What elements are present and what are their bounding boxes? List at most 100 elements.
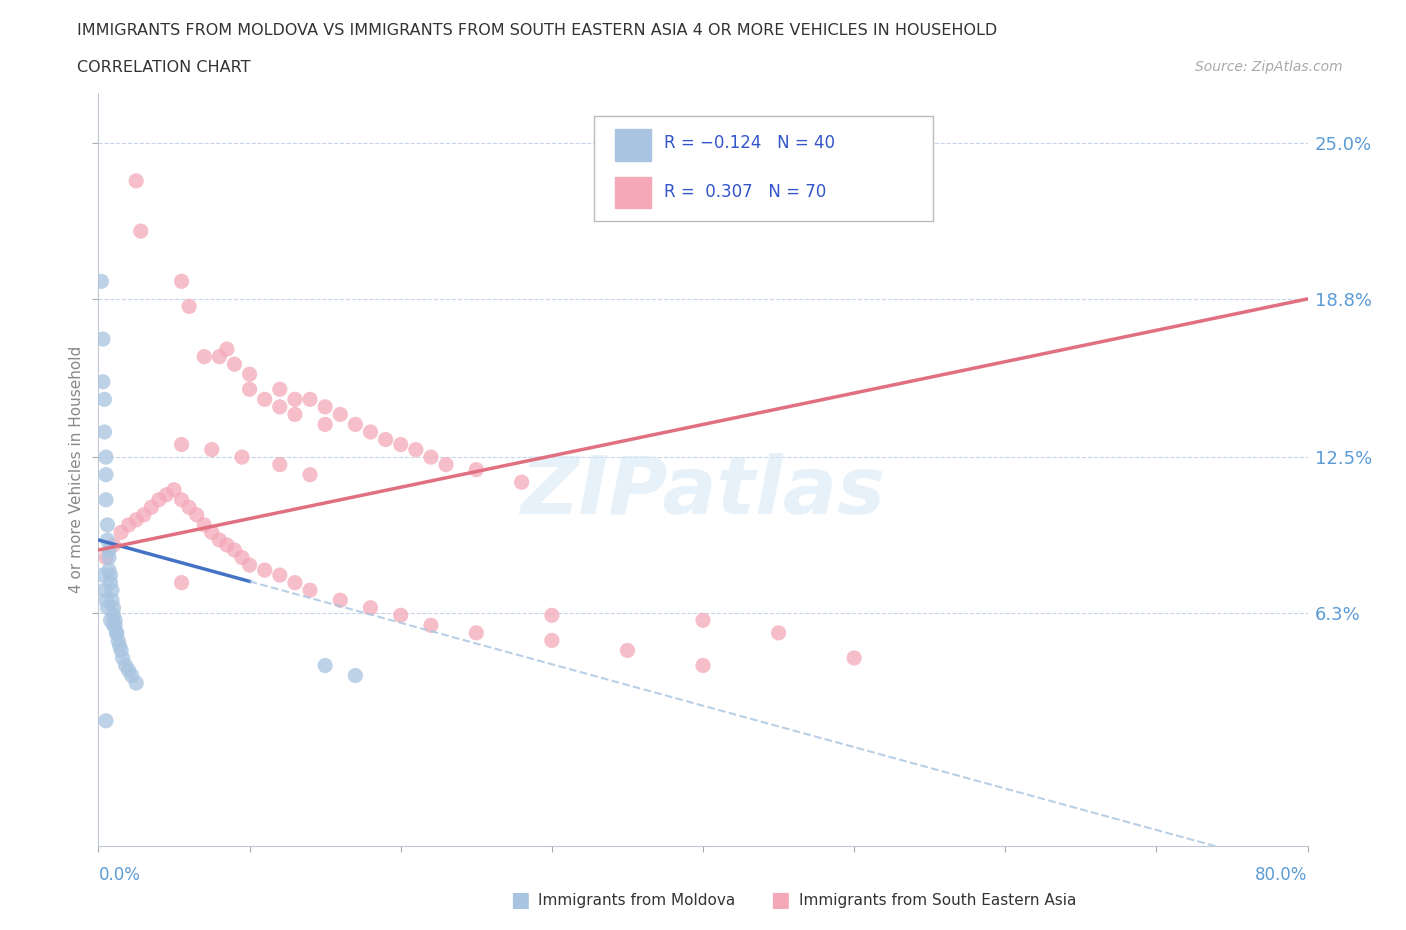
Point xyxy=(844,651,866,666)
Point xyxy=(118,663,141,678)
Point xyxy=(94,592,117,607)
Text: R =  0.307   N = 70: R = 0.307 N = 70 xyxy=(664,182,827,201)
Point xyxy=(170,492,193,507)
Point xyxy=(103,601,125,616)
Point xyxy=(420,450,443,465)
Text: Immigrants from Moldova: Immigrants from Moldova xyxy=(538,893,735,908)
Point xyxy=(110,643,132,658)
Point xyxy=(105,626,128,641)
Point xyxy=(269,458,291,472)
Point xyxy=(96,517,118,532)
Point xyxy=(434,458,457,472)
Point xyxy=(132,508,155,523)
Point xyxy=(105,626,128,641)
Point xyxy=(329,407,352,422)
Text: IMMIGRANTS FROM MOLDOVA VS IMMIGRANTS FROM SOUTH EASTERN ASIA 4 OR MORE VEHICLES: IMMIGRANTS FROM MOLDOVA VS IMMIGRANTS FR… xyxy=(77,23,998,38)
Point xyxy=(465,462,488,477)
Text: Immigrants from South Eastern Asia: Immigrants from South Eastern Asia xyxy=(799,893,1076,908)
Text: R = −0.124   N = 40: R = −0.124 N = 40 xyxy=(664,135,835,153)
Text: ■: ■ xyxy=(770,890,790,910)
Point xyxy=(215,341,238,356)
Point xyxy=(374,432,396,447)
Point xyxy=(148,492,170,507)
Point xyxy=(94,492,117,507)
Point xyxy=(231,450,253,465)
Point xyxy=(692,613,714,628)
Point xyxy=(510,475,533,490)
Point xyxy=(93,583,115,598)
Point xyxy=(125,174,148,189)
Point xyxy=(100,575,122,591)
Point xyxy=(253,563,276,578)
Point xyxy=(208,533,231,548)
Point xyxy=(114,658,136,673)
Point xyxy=(215,538,238,552)
Point xyxy=(239,366,262,381)
Point xyxy=(107,633,129,648)
Point xyxy=(540,633,562,648)
Point xyxy=(170,274,193,289)
Point xyxy=(118,517,141,532)
Point xyxy=(91,567,114,582)
Point xyxy=(170,575,193,591)
Point xyxy=(329,592,352,607)
Point xyxy=(201,442,224,457)
Point xyxy=(269,567,291,582)
Point xyxy=(193,350,215,365)
Point xyxy=(96,533,118,548)
Point xyxy=(108,638,131,653)
Point xyxy=(420,618,443,632)
Point xyxy=(224,542,246,557)
Point xyxy=(155,487,177,502)
Point xyxy=(284,392,307,406)
Text: ZIPatlas: ZIPatlas xyxy=(520,453,886,531)
Point xyxy=(269,382,291,397)
Point xyxy=(111,651,134,666)
Point xyxy=(465,626,488,641)
Point xyxy=(90,274,112,289)
Point xyxy=(93,392,115,406)
Point xyxy=(231,551,253,565)
Point xyxy=(179,500,201,515)
Point xyxy=(405,442,427,457)
Text: CORRELATION CHART: CORRELATION CHART xyxy=(77,60,250,75)
Point xyxy=(98,542,121,557)
Point xyxy=(98,563,121,578)
Point xyxy=(100,613,122,628)
Point xyxy=(94,450,117,465)
Point xyxy=(179,299,201,314)
Point xyxy=(314,658,336,673)
Point xyxy=(224,357,246,372)
Point xyxy=(163,483,186,498)
Point xyxy=(389,608,412,623)
Point xyxy=(94,467,117,482)
Point xyxy=(98,551,121,565)
Point xyxy=(101,583,124,598)
Point xyxy=(360,601,382,616)
Point xyxy=(94,713,117,728)
Point xyxy=(141,500,163,515)
FancyBboxPatch shape xyxy=(595,115,932,221)
Point xyxy=(125,675,148,690)
Point xyxy=(540,608,562,623)
Point xyxy=(389,437,412,452)
Point xyxy=(208,350,231,365)
Point xyxy=(129,224,152,239)
Point xyxy=(103,618,125,632)
Point xyxy=(768,626,790,641)
Point xyxy=(104,613,127,628)
Point xyxy=(299,467,322,482)
Point xyxy=(96,601,118,616)
Point xyxy=(239,382,262,397)
Point xyxy=(253,392,276,406)
Point xyxy=(299,392,322,406)
Point xyxy=(91,332,114,347)
Point xyxy=(193,517,215,532)
Point xyxy=(314,417,336,432)
Point xyxy=(94,551,117,565)
Y-axis label: 4 or more Vehicles in Household: 4 or more Vehicles in Household xyxy=(69,346,84,593)
Bar xyxy=(614,129,651,161)
Point xyxy=(170,437,193,452)
Point xyxy=(103,608,125,623)
Text: 0.0%: 0.0% xyxy=(98,867,141,884)
